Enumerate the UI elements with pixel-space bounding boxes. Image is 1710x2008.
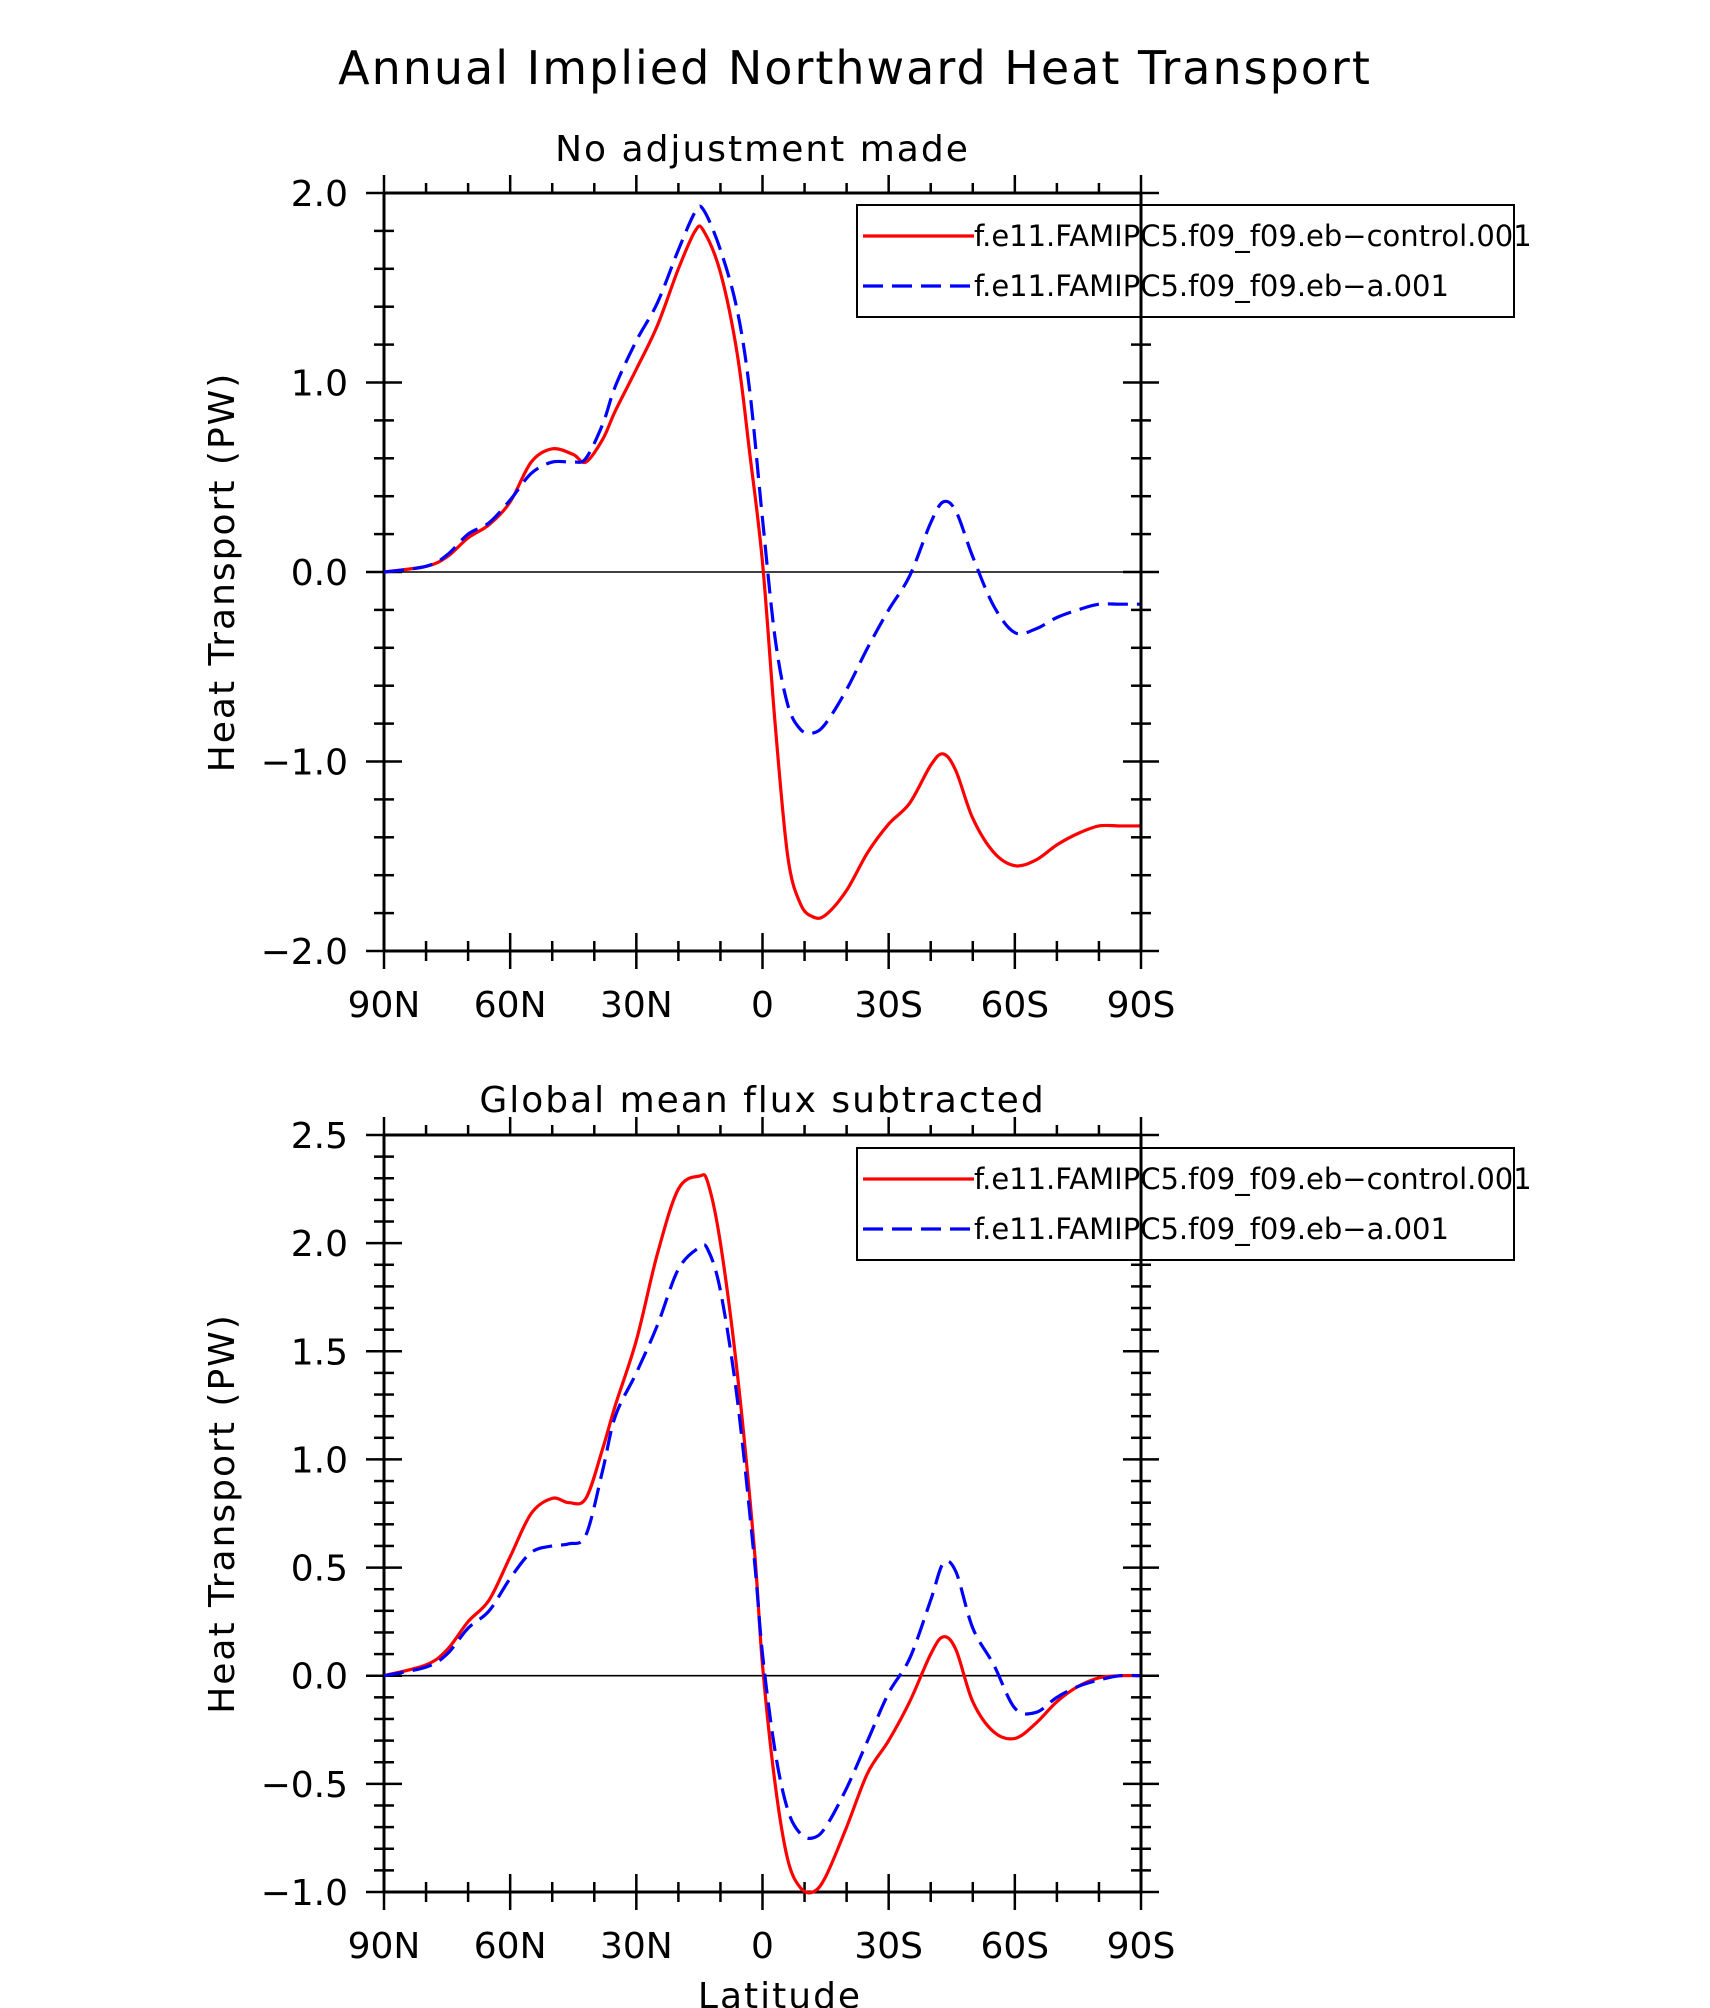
y-tick-label: 0.0 — [291, 1657, 348, 1698]
x-tick-label: 0 — [751, 985, 774, 1026]
x-tick-label: 90S — [1107, 985, 1176, 1026]
top-panel-no-adjustment: No adjustment made 90N 60N 30N 0 30S 60S 90S 2.0… — [202, 129, 1532, 1026]
y-tick-label: 0.5 — [291, 1549, 348, 1590]
legend-box — [856, 204, 1515, 318]
y-tick-label: −2.0 — [261, 932, 348, 973]
series-line-a — [383, 204, 1141, 736]
legend-label: f.e11.FAMIPC5.f09_f09.eb−a.001 — [974, 269, 1449, 303]
y-tick-label: 1.0 — [291, 1440, 348, 1481]
x-tick-label: 30S — [854, 985, 923, 1026]
figure-title: Annual Implied Northward Heat Transport — [338, 41, 1372, 95]
x-tick-label: 60S — [980, 1926, 1049, 1967]
x-tick-label: 60S — [980, 985, 1049, 1026]
x-tick-label: 60N — [474, 1926, 547, 1967]
x-tick-label: 30N — [600, 1926, 673, 1967]
y-tick-label: 1.0 — [291, 364, 348, 405]
y-axis-label: Heat Transport (PW) — [202, 1313, 243, 1714]
series-line-control — [383, 224, 1141, 920]
x-tick-label: 30S — [854, 1926, 923, 1967]
x-tick-label: 0 — [751, 1926, 774, 1967]
y-tick-label: 1.5 — [291, 1332, 348, 1373]
y-tick-label: 2.0 — [291, 174, 348, 215]
legend-label: f.e11.FAMIPC5.f09_f09.eb−control.001 — [974, 1162, 1532, 1196]
x-tick-label: 30N — [600, 985, 673, 1026]
legend-box — [856, 1147, 1515, 1261]
subplot-title: No adjustment made — [555, 129, 970, 170]
x-tick-label: 90S — [1107, 1926, 1176, 1967]
y-tick-label: −0.5 — [261, 1765, 348, 1806]
y-tick-label: 2.0 — [291, 1224, 348, 1265]
y-tick-label: 0.0 — [291, 553, 348, 594]
y-tick-label: −1.0 — [261, 1873, 348, 1914]
x-tick-label: 60N — [474, 985, 547, 1026]
subplot-title: Global mean flux subtracted — [479, 1080, 1045, 1121]
x-axis-label: Latitude — [698, 1976, 862, 2008]
y-tick-label: −1.0 — [261, 743, 348, 784]
series-line-a — [383, 1243, 1142, 1840]
legend-label: f.e11.FAMIPC5.f09_f09.eb−a.001 — [974, 1212, 1449, 1246]
y-axis-label: Heat Transport (PW) — [202, 372, 243, 773]
legend-label: f.e11.FAMIPC5.f09_f09.eb−control.001 — [974, 219, 1532, 253]
bottom-panel-global-mean-subtracted: Global mean flux subtracted 90N 60N 30N 0 30S… — [202, 1080, 1532, 1967]
x-tick-label: 90N — [348, 1926, 421, 1967]
x-tick-label: 90N — [348, 985, 421, 1026]
y-tick-label: 2.5 — [291, 1116, 348, 1157]
series-line-control — [383, 1173, 1142, 1895]
